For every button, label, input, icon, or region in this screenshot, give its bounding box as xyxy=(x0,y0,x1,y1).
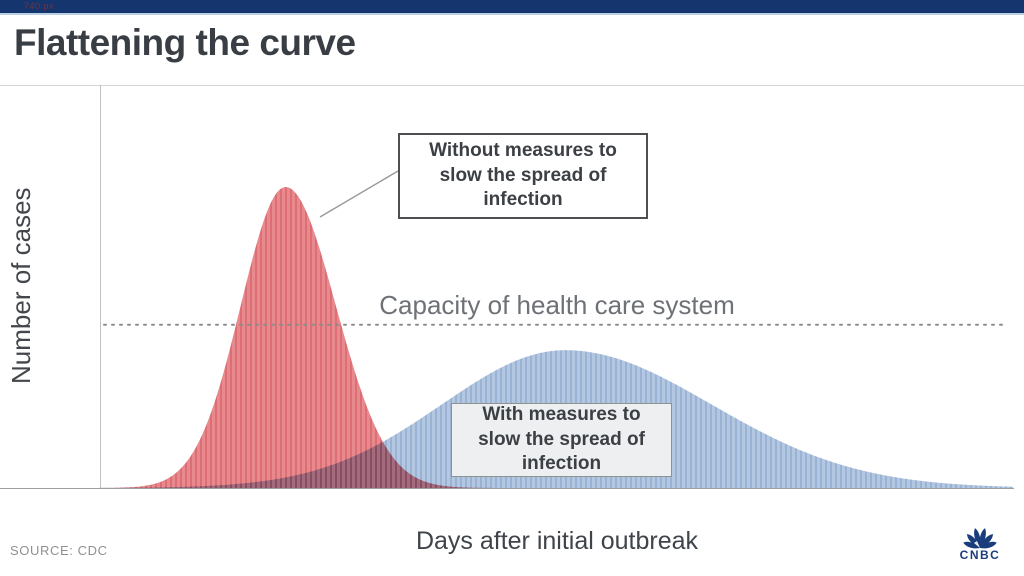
annotation-pointer-line xyxy=(319,170,399,218)
capacity-line-label: Capacity of health care system xyxy=(379,290,735,320)
x-axis-label: Days after initial outbreak xyxy=(415,527,699,555)
annotation-line: slow the spread of xyxy=(439,164,607,186)
annotation-line: With measures to xyxy=(482,403,641,425)
y-axis-line xyxy=(100,85,101,488)
annotation-line: infection xyxy=(521,453,602,475)
curve-without-measures xyxy=(100,186,1014,488)
top-bar-strip xyxy=(0,13,1024,15)
size-annotation: 740 px xyxy=(24,1,55,11)
logo-text: CNBC xyxy=(959,548,1001,562)
page-title: Flattening the curve xyxy=(14,22,356,63)
annotation-box-with-measures: With measures to slow the spread of infe… xyxy=(451,403,672,477)
title-divider xyxy=(0,85,1024,86)
peacock-icon xyxy=(963,528,997,549)
x-axis-baseline xyxy=(0,488,1014,489)
top-bar: 740 px xyxy=(0,0,1024,13)
annotation-line: slow the spread of xyxy=(478,428,645,450)
annotation-box-without-measures: Without measures to slow the spread of i… xyxy=(398,133,648,219)
annotation-line: Without measures to xyxy=(429,139,617,161)
y-axis-label: Number of cases xyxy=(6,187,36,385)
source-label: SOURCE: CDC xyxy=(10,543,108,558)
annotation-line: infection xyxy=(483,189,563,211)
cnbc-logo: CNBC xyxy=(950,521,1010,562)
